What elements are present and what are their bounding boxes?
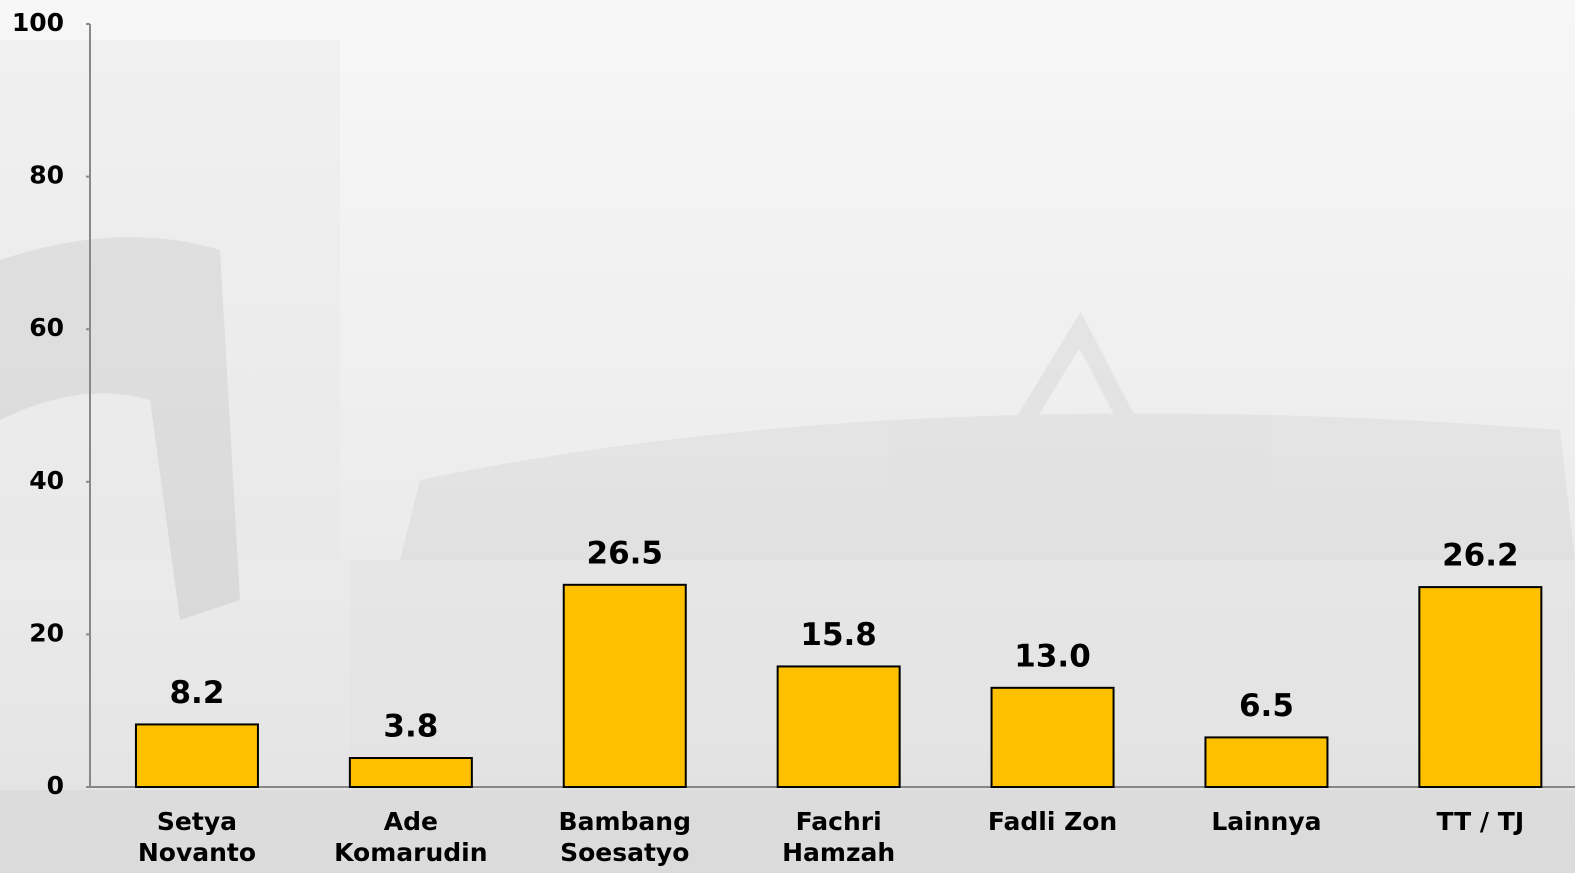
x-tick-label: TT / TJ [1437, 807, 1525, 836]
y-tick-label: 40 [29, 466, 64, 495]
value-label: 8.2 [169, 675, 224, 711]
y-tick-label: 0 [47, 771, 64, 800]
bar [1205, 737, 1327, 787]
page: 020406080100SetyaNovanto8.2AdeKomarudin3… [0, 0, 1575, 873]
x-tick-label: Fadli Zon [988, 807, 1117, 836]
value-label: 15.8 [800, 617, 877, 653]
x-tick-label: Lainnya [1211, 807, 1321, 836]
bar [564, 585, 686, 787]
y-tick-label: 60 [29, 313, 64, 342]
bar [778, 666, 900, 787]
value-label: 26.2 [1442, 538, 1519, 574]
y-tick-label: 100 [12, 8, 64, 37]
value-label: 26.5 [587, 535, 664, 571]
bar [136, 724, 258, 787]
value-label: 3.8 [383, 709, 438, 745]
bar [992, 688, 1114, 787]
y-tick-label: 80 [29, 161, 64, 190]
y-tick-label: 20 [29, 618, 64, 647]
bar [1419, 587, 1541, 787]
chart: 020406080100SetyaNovanto8.2AdeKomarudin3… [0, 0, 1575, 873]
value-label: 13.0 [1014, 638, 1091, 674]
value-label: 6.5 [1239, 688, 1294, 724]
bar [350, 758, 472, 787]
